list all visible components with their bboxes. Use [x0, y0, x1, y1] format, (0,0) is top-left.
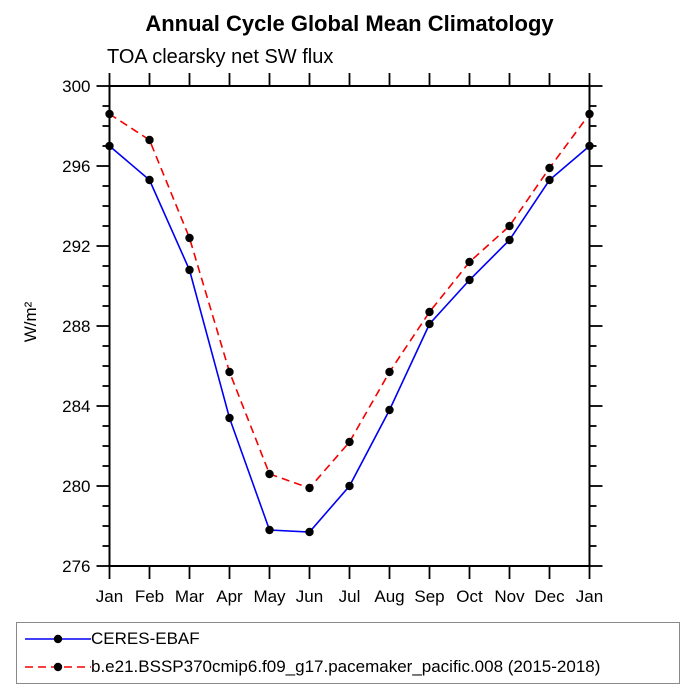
data-point-1-apr	[225, 367, 234, 377]
x-tick-label: Mar	[175, 587, 205, 606]
data-point-1-jan	[585, 109, 594, 119]
legend-box: CERES-EBAF b.e21.BSSP370cmip6.f09_g17.pa…	[16, 622, 680, 684]
legend-label-model: b.e21.BSSP370cmip6.f09_g17.pacemaker_pac…	[91, 657, 601, 676]
series-line-0	[108, 145, 591, 533]
x-tick-label: Jan	[576, 587, 603, 606]
legend-label-observation: CERES-EBAF	[91, 629, 200, 648]
x-tick-label: Feb	[135, 587, 164, 606]
legend-sample-dashed-line	[25, 662, 91, 672]
data-point-0-sep	[425, 319, 434, 329]
y-tick-label: 292	[62, 237, 90, 256]
series-line-1	[109, 113, 591, 489]
legend-marker-dot-icon	[53, 662, 63, 672]
x-tick-label: Jul	[339, 587, 361, 606]
data-point-1-aug	[385, 367, 394, 377]
data-point-1-jul	[345, 437, 354, 447]
chart-subtitle: TOA clearsky net SW flux	[107, 46, 333, 68]
data-point-1-dec	[545, 163, 554, 173]
data-point-1-oct	[465, 257, 474, 267]
data-point-1-mar	[185, 233, 194, 243]
data-point-0-nov	[505, 235, 514, 245]
data-point-0-jun	[305, 527, 314, 537]
y-tick-label: 300	[62, 77, 90, 96]
x-tick-label: Oct	[456, 587, 483, 606]
y-tick-label: 276	[62, 557, 90, 576]
x-tick-label: Dec	[534, 587, 565, 606]
plot-area: Jan Feb Mar Apr May Jun Jul Aug Sep Oct Nov Dec Jan 2…	[62, 73, 603, 606]
data-point-1-sep	[425, 307, 434, 317]
x-tick-label: Jun	[296, 587, 323, 606]
data-point-0-apr	[225, 413, 234, 423]
data-point-0-jan	[585, 141, 594, 151]
data-point-0-jul	[345, 481, 354, 491]
x-tick-label: Apr	[216, 587, 243, 606]
data-point-0-may	[265, 525, 274, 535]
y-axis-label: W/m²	[21, 301, 40, 342]
data-point-1-jun	[305, 483, 314, 493]
x-tick-label: Nov	[494, 587, 525, 606]
data-point-0-aug	[385, 405, 394, 415]
y-tick-label: 296	[62, 157, 90, 176]
y-tick-label: 288	[62, 317, 90, 336]
y-tick-label: 280	[62, 477, 90, 496]
legend-item-ceres-ebaf: CERES-EBAF	[21, 625, 679, 653]
chart-title: Annual Cycle Global Mean Climatology	[145, 11, 554, 36]
data-point-0-oct	[465, 275, 474, 285]
x-tick-label: Jan	[96, 587, 123, 606]
x-tick-label: Aug	[374, 587, 404, 606]
data-point-0-jan	[105, 141, 114, 151]
data-point-1-jan	[105, 109, 114, 119]
legend-marker-dot-icon	[53, 634, 63, 644]
y-tick-label: 284	[62, 397, 90, 416]
plot-frame	[108, 85, 591, 567]
data-point-0-mar	[185, 265, 194, 275]
data-point-1-feb	[145, 135, 154, 145]
legend-item-model-run: b.e21.BSSP370cmip6.f09_g17.pacemaker_pac…	[21, 653, 679, 681]
data-point-0-dec	[545, 175, 554, 185]
data-point-1-may	[265, 469, 274, 479]
data-point-0-feb	[145, 175, 154, 185]
data-point-1-nov	[505, 221, 514, 231]
x-tick-label: Sep	[414, 587, 444, 606]
x-tick-label: May	[253, 587, 286, 606]
legend-sample-solid-line	[25, 634, 91, 644]
